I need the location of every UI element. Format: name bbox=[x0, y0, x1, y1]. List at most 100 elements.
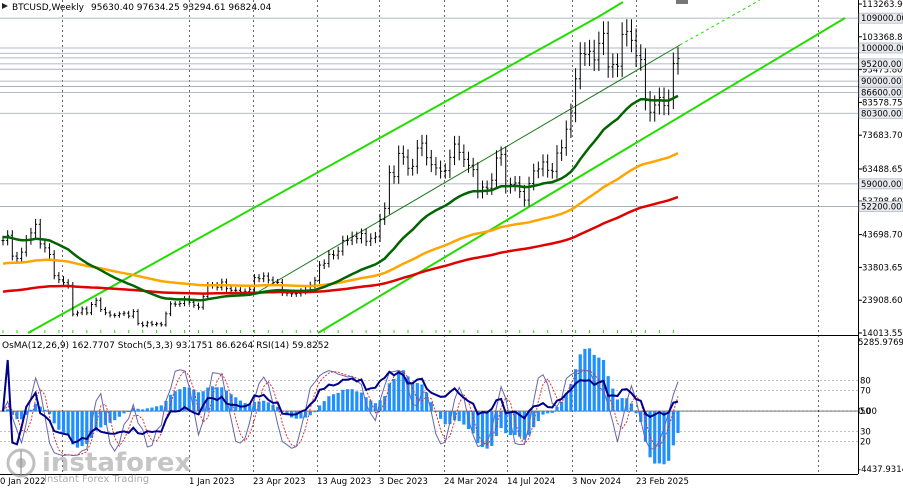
x-axis-tick-label: 13 Aug 2023 bbox=[317, 477, 371, 487]
level-label: 95200.00 bbox=[861, 60, 902, 70]
osma-bar bbox=[383, 396, 387, 412]
x-axis-tick-label: 3 Nov 2024 bbox=[572, 477, 621, 487]
osma-bar bbox=[99, 411, 103, 428]
osma-bar bbox=[643, 411, 648, 442]
osma-bar bbox=[578, 354, 582, 412]
stoch-level-label: 30 bbox=[860, 427, 871, 437]
stoch-signal-line bbox=[2, 369, 679, 456]
osma-bar bbox=[57, 411, 61, 430]
osma-bar bbox=[10, 411, 14, 416]
osma-bar bbox=[108, 411, 112, 423]
osma-bar bbox=[452, 411, 457, 421]
osma-bar bbox=[1, 411, 5, 413]
osma-bar bbox=[518, 411, 522, 437]
x-axis-tick-label: 24 Mar 2024 bbox=[444, 477, 498, 487]
osma-bar bbox=[257, 401, 261, 412]
osma-bar bbox=[33, 403, 38, 412]
level-label-box bbox=[858, 12, 903, 24]
osma-bar bbox=[201, 391, 205, 412]
osma-bar bbox=[159, 405, 163, 412]
osma-bar bbox=[448, 411, 452, 425]
osma-bar bbox=[317, 405, 322, 412]
osma-bar bbox=[415, 383, 419, 412]
osma-bar bbox=[94, 411, 98, 431]
x-axis-tick-label: 0 Jan 2022 bbox=[0, 477, 46, 487]
indicator-title: OsMA(12,26,9) 162.7707 Stoch(5,3,3) 93.1… bbox=[2, 341, 329, 351]
osma-bar bbox=[75, 411, 80, 448]
level-label-box bbox=[858, 42, 903, 54]
stoch-main-line bbox=[2, 369, 679, 457]
scroll-button[interactable] bbox=[676, 0, 688, 4]
stoch-level-label: 80 bbox=[860, 376, 871, 386]
level-label: 100000.00 bbox=[861, 44, 903, 54]
osma-bar bbox=[80, 411, 84, 447]
y-axis-tick-label: 73683.70 bbox=[862, 131, 903, 141]
level-label-box bbox=[858, 75, 903, 87]
x-axis-tick-label: 3 Dec 2023 bbox=[379, 477, 428, 487]
osma-bar bbox=[303, 411, 308, 418]
osma-bar bbox=[331, 394, 336, 412]
osma-bar bbox=[248, 404, 252, 412]
osma-bar bbox=[480, 411, 485, 447]
osma-bar bbox=[350, 389, 354, 412]
osma-bar bbox=[15, 411, 19, 420]
osma-bar bbox=[52, 411, 56, 424]
osma-bar bbox=[611, 388, 615, 412]
osma-bar bbox=[615, 399, 620, 412]
osma-bar bbox=[145, 408, 149, 412]
osma-bar bbox=[573, 369, 578, 412]
level-label-box bbox=[858, 178, 903, 190]
osma-bar bbox=[61, 411, 66, 434]
osma-bar bbox=[229, 394, 233, 412]
instaforex-logo-icon bbox=[6, 448, 36, 478]
osma-bar bbox=[141, 409, 145, 412]
osma-bar bbox=[168, 394, 173, 412]
osma-bar bbox=[262, 400, 266, 412]
level-label-box bbox=[858, 201, 903, 212]
osma-bar bbox=[220, 387, 224, 412]
y-axis-tick-label: 113263.90 bbox=[862, 0, 903, 10]
osma-bar bbox=[369, 400, 373, 412]
osma-bar bbox=[564, 393, 568, 412]
osma-bar bbox=[392, 378, 396, 412]
osma-bar bbox=[476, 411, 480, 444]
osma-bar bbox=[601, 360, 606, 412]
osma-bar bbox=[504, 411, 508, 434]
osma-bar bbox=[662, 411, 666, 465]
osma-bar bbox=[322, 401, 326, 412]
x-axis-tick-label: 1 Jan 2023 bbox=[189, 477, 235, 487]
osma-bar bbox=[173, 391, 177, 412]
osma-bar bbox=[411, 382, 415, 412]
osma-bar bbox=[597, 357, 601, 412]
y-axis-tick-label: 14013.55 bbox=[862, 329, 903, 339]
osma-bar bbox=[164, 400, 168, 412]
osma-bar bbox=[359, 392, 364, 412]
osma-bar bbox=[546, 411, 550, 414]
osma-bar bbox=[625, 398, 629, 412]
osma-bar bbox=[355, 391, 359, 412]
osma-bar bbox=[47, 411, 52, 415]
osma-bar bbox=[438, 411, 443, 419]
osma-bar bbox=[373, 403, 378, 412]
level-label-box bbox=[858, 107, 903, 119]
x-axis-tick-label: 23 Apr 2023 bbox=[253, 477, 306, 487]
stoch-level-label: 50 bbox=[860, 407, 871, 417]
osma-bar bbox=[653, 411, 657, 464]
osma-bar bbox=[425, 392, 429, 412]
y-axis-tick-label: 93473.80 bbox=[862, 66, 903, 76]
osma-bar bbox=[313, 411, 317, 413]
osma-bar bbox=[113, 411, 117, 421]
osma-bar bbox=[66, 411, 70, 436]
channel-upper-line bbox=[597, 1, 624, 18]
level-label: 109000.00 bbox=[861, 14, 903, 24]
osma-bar bbox=[6, 409, 10, 412]
indicator-axis-label: 0.00 bbox=[858, 407, 877, 417]
osma-bar bbox=[569, 384, 573, 412]
ema-slow-line bbox=[2, 195, 679, 295]
osma-bar bbox=[155, 406, 159, 412]
osma-bar bbox=[429, 402, 433, 412]
osma-bar bbox=[401, 370, 405, 412]
rsi-line bbox=[2, 359, 679, 446]
y-axis-tick-label: 103368.85 bbox=[862, 33, 903, 43]
osma-bar bbox=[462, 411, 466, 425]
